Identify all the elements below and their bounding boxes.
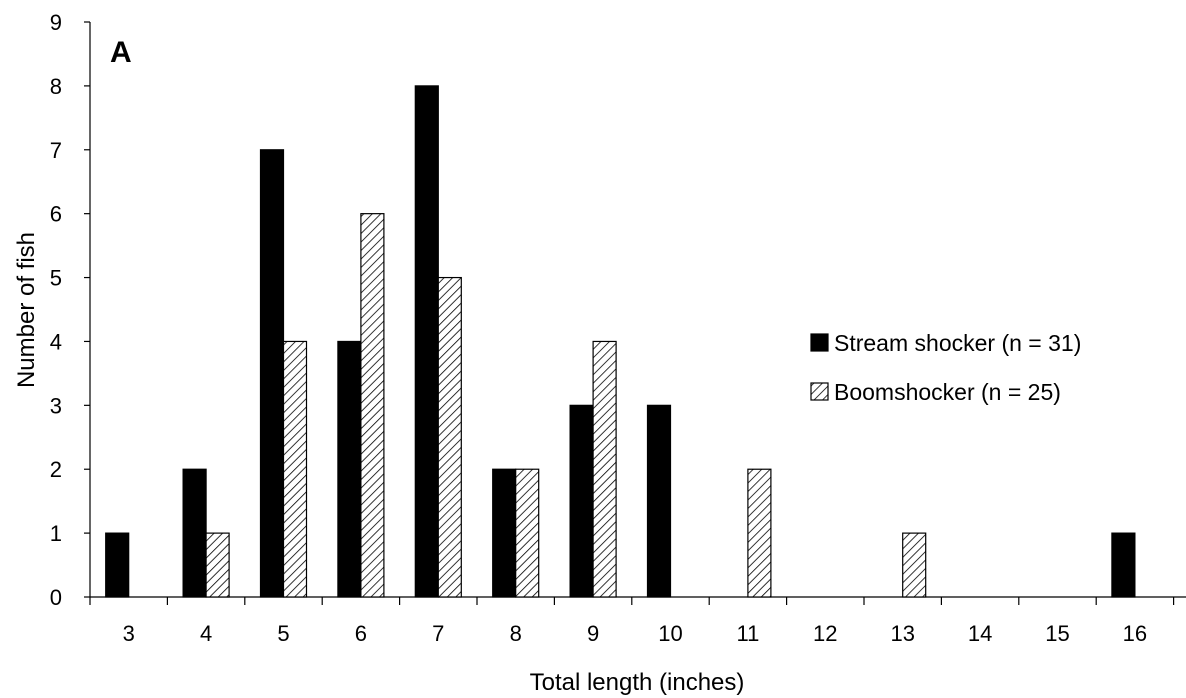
bar-stream-shocker <box>1111 532 1136 598</box>
bar-stream-shocker <box>414 85 439 598</box>
bar-stream-shocker <box>646 404 672 598</box>
x-tick-label: 13 <box>890 621 914 646</box>
bar-boomshocker <box>515 468 540 598</box>
bar-stream-shocker <box>105 532 130 598</box>
x-tick-label: 3 <box>123 621 135 646</box>
x-tick-label: 16 <box>1123 621 1147 646</box>
x-tick-label: 9 <box>587 621 599 646</box>
x-tick-label: 4 <box>200 621 212 646</box>
bar-stream-shocker <box>337 340 362 598</box>
y-axis: 0 1 2 3 4 5 6 7 8 9 <box>50 10 91 610</box>
legend: Stream shocker (n = 31) Boomshocker (n =… <box>810 330 1081 405</box>
y-tick-label: 7 <box>50 138 62 163</box>
x-tick-label: 7 <box>432 621 444 646</box>
bars-group <box>105 85 1136 598</box>
y-tick-label: 2 <box>50 457 62 482</box>
x-axis: 3 4 5 6 7 8 9 10 11 12 13 14 15 16 <box>89 596 1186 646</box>
bar-stream-shocker <box>569 404 594 598</box>
legend-label-stream-shocker: Stream shocker (n = 31) <box>834 330 1081 356</box>
bar-boomshocker <box>360 213 385 598</box>
bar-boomshocker <box>592 340 617 598</box>
bar-boomshocker <box>747 468 772 598</box>
bar-stream-shocker <box>182 468 207 598</box>
y-tick-label: 8 <box>50 74 62 99</box>
x-tick-label: 10 <box>658 621 682 646</box>
y-tick-label: 5 <box>50 266 62 291</box>
x-tick-label: 14 <box>968 621 992 646</box>
y-tick-label: 6 <box>50 202 62 227</box>
bar-boomshocker <box>902 532 927 598</box>
x-tick-label: 8 <box>510 621 522 646</box>
y-axis-title: Number of fish <box>13 232 40 388</box>
x-tick-label: 5 <box>277 621 289 646</box>
bar-stream-shocker <box>492 468 517 598</box>
legend-swatch-stream-shocker <box>810 333 829 352</box>
x-axis-title: Total length (inches) <box>530 669 745 696</box>
bar-boomshocker <box>437 276 462 598</box>
y-tick-label: 1 <box>50 521 62 546</box>
legend-label-boomshocker: Boomshocker (n = 25) <box>834 379 1061 405</box>
legend-swatch-boomshocker <box>810 382 829 401</box>
x-tick-label: 11 <box>736 621 759 646</box>
y-tick-label: 0 <box>50 585 62 610</box>
x-tick-label: 15 <box>1045 621 1069 646</box>
y-tick-label: 3 <box>50 393 62 418</box>
panel-label: A <box>110 36 132 69</box>
bar-boomshocker <box>282 340 308 598</box>
bar-boomshocker <box>205 532 230 598</box>
x-tick-label: 12 <box>813 621 837 646</box>
y-tick-label: 9 <box>50 10 62 35</box>
bar-stream-shocker <box>259 149 285 598</box>
y-tick-label: 4 <box>50 329 62 354</box>
x-tick-label: 6 <box>355 621 367 646</box>
